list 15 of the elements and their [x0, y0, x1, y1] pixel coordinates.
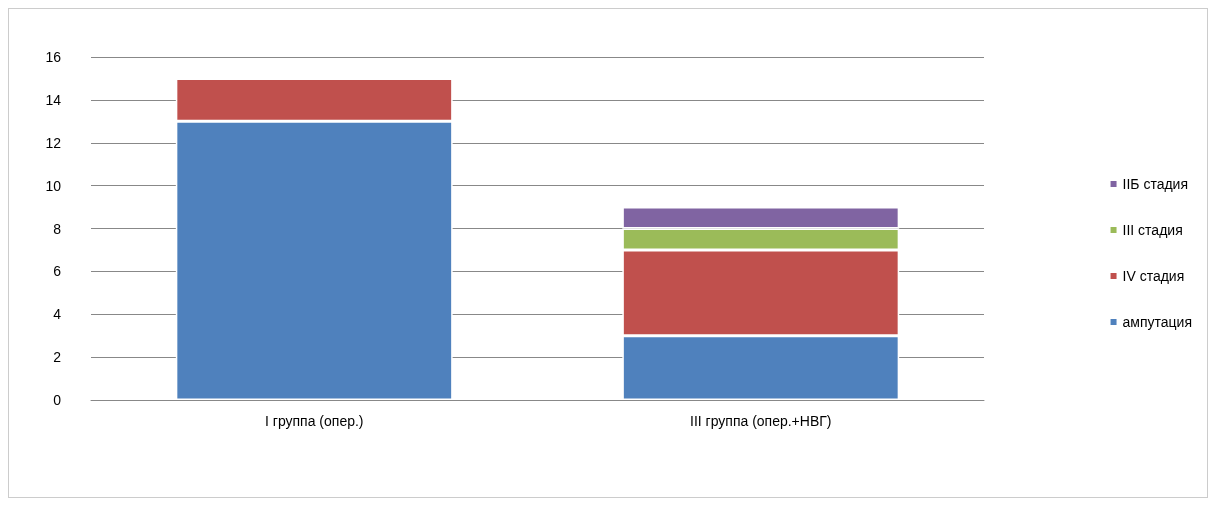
legend-label: IV стадия — [1122, 268, 1185, 284]
x-tick-label: I группа (опер.) — [264, 413, 364, 429]
y-tick-label: 16 — [45, 49, 62, 65]
y-tick-label: 12 — [45, 134, 62, 151]
legend-label: III стадия — [1122, 222, 1183, 238]
y-tick-label: 2 — [53, 349, 62, 366]
y-tick-label: 14 — [45, 91, 62, 108]
legend-label: IIБ стадия — [1122, 176, 1189, 192]
x-tick-label: III группа (опер.+НВГ) — [690, 413, 832, 429]
y-tick-label: 0 — [53, 392, 62, 408]
legend-label: ампутация — [1122, 314, 1192, 330]
y-tick-label: 8 — [53, 220, 62, 237]
y-tick-label: 4 — [53, 306, 62, 323]
y-tick-label: 6 — [53, 263, 62, 280]
y-tick-label: 10 — [45, 177, 62, 194]
